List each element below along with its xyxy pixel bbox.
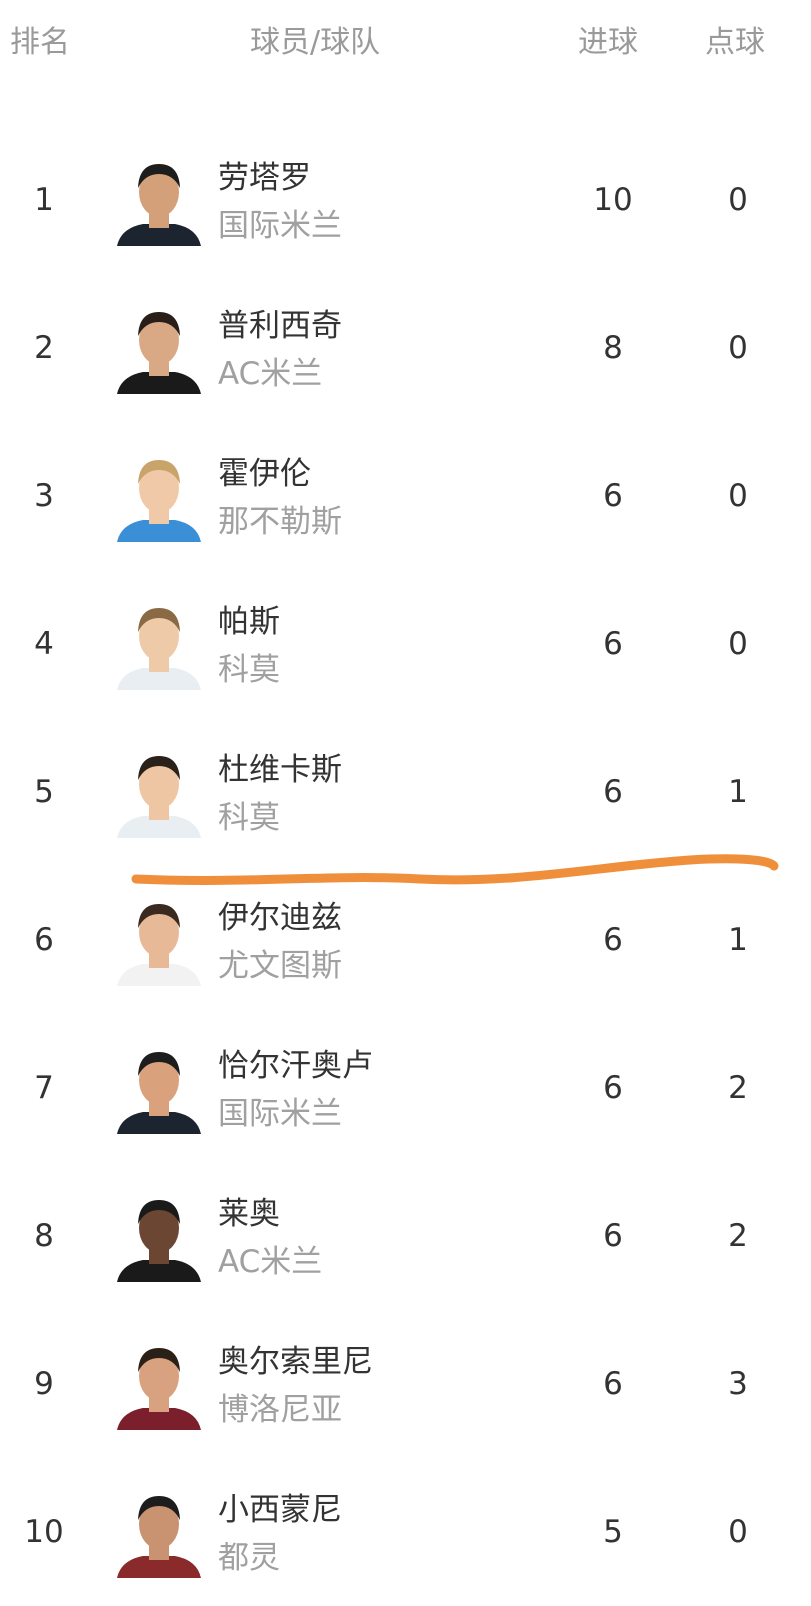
rank: 5: [34, 774, 54, 810]
goals-count: 6: [603, 1366, 623, 1402]
penalties-count: 1: [728, 774, 748, 810]
rank: 2: [34, 330, 54, 366]
rank: 6: [34, 922, 54, 958]
table-row[interactable]: 1 劳塔罗 国际米兰 10 0: [0, 126, 811, 274]
goals-count: 6: [603, 1070, 623, 1106]
penalties-count: 2: [728, 1218, 748, 1254]
team-name[interactable]: 尤文图斯: [218, 948, 342, 984]
goals-count: 10: [593, 182, 633, 218]
player-name[interactable]: 小西蒙尼: [218, 1492, 342, 1528]
team-name[interactable]: 国际米兰: [218, 208, 342, 244]
rank: 1: [34, 182, 54, 218]
penalties-count: 1: [728, 922, 748, 958]
rank: 7: [34, 1070, 54, 1106]
player-name[interactable]: 帕斯: [218, 604, 280, 640]
penalties-count: 0: [728, 330, 748, 366]
table-row[interactable]: 6 伊尔迪兹 尤文图斯 6 1: [0, 866, 811, 1014]
goals-count: 5: [603, 1514, 623, 1550]
penalties-count: 0: [728, 1514, 748, 1550]
penalties-count: 0: [728, 626, 748, 662]
player-photo: [117, 1348, 201, 1430]
team-name[interactable]: 都灵: [218, 1540, 280, 1576]
team-name[interactable]: 博洛尼亚: [218, 1392, 342, 1428]
player-name[interactable]: 奥尔索里尼: [218, 1344, 373, 1380]
penalties-count: 0: [728, 182, 748, 218]
rank: 3: [34, 478, 54, 514]
team-name[interactable]: 科莫: [218, 652, 280, 688]
team-name[interactable]: AC米兰: [218, 356, 323, 392]
penalties-count: 3: [728, 1366, 748, 1402]
table-row[interactable]: 7 恰尔汗奥卢 国际米兰 6 2: [0, 1014, 811, 1162]
penalties-count: 0: [728, 478, 748, 514]
player-photo: [117, 1052, 201, 1134]
player-name[interactable]: 劳塔罗: [218, 160, 311, 196]
goals-count: 6: [603, 478, 623, 514]
player-photo: [117, 904, 201, 986]
player-name[interactable]: 霍伊伦: [218, 456, 311, 492]
player-name[interactable]: 伊尔迪兹: [218, 900, 342, 936]
orange-line: [131, 854, 779, 885]
table-row[interactable]: 4 帕斯 科莫 6 0: [0, 570, 811, 718]
table-row[interactable]: 5 杜维卡斯 科莫 6 1: [0, 718, 811, 866]
player-photo: [117, 1496, 201, 1578]
goals-count: 8: [603, 330, 623, 366]
player-photo: [117, 460, 201, 542]
table-row[interactable]: 3 霍伊伦 那不勒斯 6 0: [0, 422, 811, 570]
rank: 8: [34, 1218, 54, 1254]
player-photo: [117, 164, 201, 246]
table-row[interactable]: 2 普利西奇 AC米兰 8 0: [0, 274, 811, 422]
table-row[interactable]: 10 小西蒙尼 都灵 5 0: [0, 1458, 811, 1606]
header-rank: 排名: [10, 25, 70, 60]
player-photo: [117, 312, 201, 394]
header-penalties: 点球: [705, 25, 765, 60]
team-name[interactable]: AC米兰: [218, 1244, 323, 1280]
rank: 4: [34, 626, 54, 662]
goals-count: 6: [603, 922, 623, 958]
table-row[interactable]: 9 奥尔索里尼 博洛尼亚 6 3: [0, 1310, 811, 1458]
goals-count: 6: [603, 626, 623, 662]
player-photo: [117, 756, 201, 838]
goals-count: 6: [603, 1218, 623, 1254]
player-photo: [117, 608, 201, 690]
player-name[interactable]: 杜维卡斯: [218, 752, 342, 788]
team-name[interactable]: 国际米兰: [218, 1096, 342, 1132]
penalties-count: 2: [728, 1070, 748, 1106]
header-goals: 进球: [578, 25, 638, 60]
rank: 9: [34, 1366, 54, 1402]
goals-count: 6: [603, 774, 623, 810]
table-row[interactable]: 8 莱奥 AC米兰 6 2: [0, 1162, 811, 1310]
rank: 10: [24, 1514, 64, 1550]
player-name[interactable]: 恰尔汗奥卢: [218, 1048, 373, 1084]
player-name[interactable]: 普利西奇: [218, 308, 342, 344]
player-photo: [117, 1200, 201, 1282]
team-name[interactable]: 科莫: [218, 800, 280, 836]
team-name[interactable]: 那不勒斯: [218, 504, 342, 540]
header-player-team: 球员/球队: [250, 25, 381, 60]
player-name[interactable]: 莱奥: [218, 1196, 280, 1232]
